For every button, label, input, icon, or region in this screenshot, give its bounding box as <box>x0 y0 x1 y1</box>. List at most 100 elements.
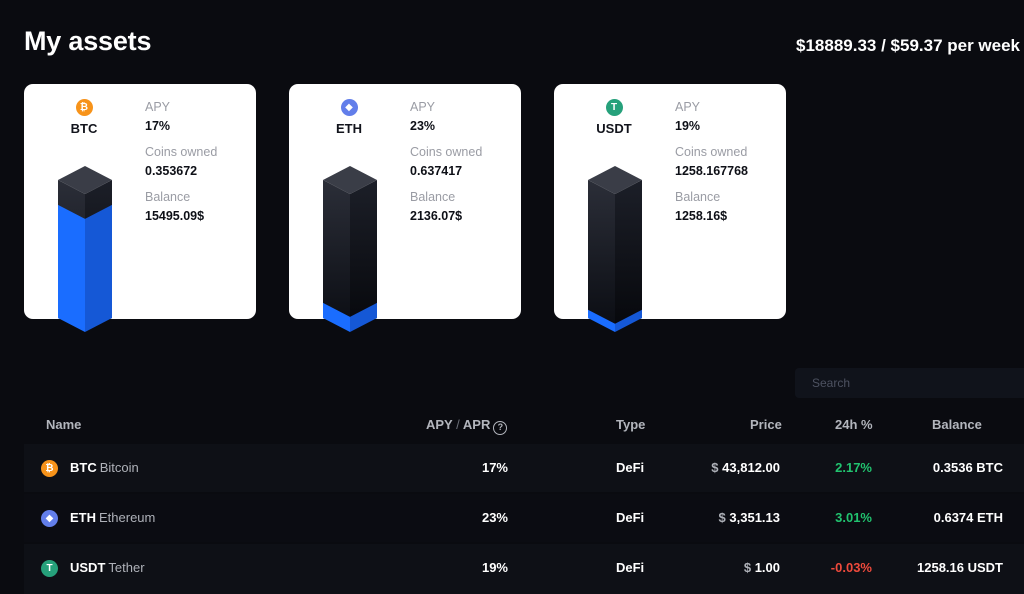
apy-label: APY <box>410 100 436 114</box>
pillar-left-face <box>588 180 615 332</box>
card-info: APY 23% Coins owned 0.637417 Balance 213… <box>410 100 482 235</box>
pillar-fill-left <box>58 204 85 332</box>
asset-symbol: BTC <box>70 460 97 475</box>
table-row[interactable]: ₿ BTC Bitcoin 17% DeFi $ 43,812.00 2.17% … <box>24 444 1024 492</box>
change-cell: 3.01% <box>835 510 872 525</box>
balance-label: Balance <box>410 190 456 204</box>
balance-label: Balance <box>675 190 721 204</box>
table-header: Name APY / APR? Type Price 24h % Balance <box>0 417 1024 435</box>
card-info: APY 19% Coins owned 1258.167768 Balance … <box>675 100 748 235</box>
pillar-right-face <box>615 180 642 332</box>
coin-symbol: USDT <box>596 121 632 136</box>
balance-cell: 0.6374 ETH <box>933 510 1003 525</box>
apy-header-label: APY <box>426 417 453 432</box>
asset-name: Ethereum <box>99 510 156 525</box>
pillar-fill-right <box>85 204 112 332</box>
apy-value: 19% <box>675 119 701 133</box>
apy-label: APY <box>675 100 701 114</box>
coins-owned-label: Coins owned <box>145 145 218 159</box>
pillar-fill-left <box>588 309 615 332</box>
pillar-left-face <box>323 180 350 332</box>
coins-owned-value: 1258.167768 <box>675 164 748 178</box>
asset-symbol: USDT <box>70 560 106 575</box>
balance-value: 1258.16$ <box>675 209 728 223</box>
tether-icon: T <box>605 99 623 116</box>
asset-symbol: ETH <box>70 510 96 525</box>
balance-value: 15495.09$ <box>145 209 205 223</box>
ethereum-icon: ◆ <box>41 510 58 527</box>
change-cell: 2.17% <box>835 460 872 475</box>
asset-card-usdt[interactable]: T USDT APY 19% Coins owned 1258.167768 B… <box>554 84 786 332</box>
total-summary: $18889.33 / $59.37 per week <box>796 36 1021 55</box>
asset-name-cell: ETH Ethereum <box>70 510 155 525</box>
coins-owned-label: Coins owned <box>410 145 483 159</box>
asset-name: Tether <box>108 560 145 575</box>
apy-apr-separator: / <box>456 417 460 432</box>
apr-header-label: APR <box>462 417 491 432</box>
pillar-top <box>58 166 112 194</box>
type-cell: DeFi <box>616 510 645 525</box>
coins-owned-label: Coins owned <box>675 145 748 159</box>
price-cell: $ 43,812.00 <box>684 460 780 475</box>
balance-cell: 1258.16 USDT <box>917 560 1003 575</box>
pillar-top <box>323 166 377 194</box>
apy-cell: 17% <box>481 460 508 475</box>
apy-cell: 19% <box>481 560 508 575</box>
table-row[interactable]: ◆ ETH Ethereum 23% DeFi $ 3,351.13 3.01% … <box>24 494 1024 542</box>
asset-name-cell: USDT Tether <box>70 560 145 575</box>
type-cell: DeFi <box>616 560 645 575</box>
column-header-name[interactable]: Name <box>46 417 82 432</box>
pillar-fill-left <box>323 302 350 332</box>
coin-header: T USDT <box>574 99 654 136</box>
apy-label: APY <box>145 100 171 114</box>
price-cell: $ 1.00 <box>684 560 780 575</box>
page-title: My assets <box>24 26 152 56</box>
price-value: 1.00 <box>754 560 780 575</box>
type-cell: DeFi <box>616 460 645 475</box>
currency-symbol: $ <box>743 560 752 575</box>
balance-value: 2136.07$ <box>410 209 463 223</box>
card-info: APY 17% Coins owned 0.353672 Balance 154… <box>145 100 217 235</box>
column-header-type[interactable]: Type <box>616 417 646 432</box>
apy-value: 17% <box>145 119 171 133</box>
table-row[interactable]: T USDT Tether 19% DeFi $ 1.00 -0.03% 1258… <box>24 544 1024 594</box>
apy-cell: 23% <box>481 510 508 525</box>
search-input[interactable] <box>795 368 1024 398</box>
balance-pillar <box>58 166 112 332</box>
bitcoin-icon: ₿ <box>75 99 93 116</box>
pillar-fill-right <box>615 309 642 332</box>
coins-owned-value: 0.637417 <box>410 164 463 178</box>
balance-label: Balance <box>145 190 191 204</box>
question-icon[interactable]: ? <box>493 421 508 435</box>
column-header-balance[interactable]: Balance <box>932 417 982 432</box>
currency-symbol: $ <box>711 460 719 475</box>
tether-icon: T <box>41 560 58 577</box>
bitcoin-icon: ₿ <box>41 460 58 477</box>
coin-symbol: ETH <box>336 121 362 136</box>
pillar-right-face <box>350 180 377 332</box>
balance-pillar <box>588 166 642 332</box>
column-header-24h-change[interactable]: 24h % <box>835 417 873 432</box>
asset-name-cell: BTC Bitcoin <box>70 460 139 475</box>
pillar-top <box>588 166 642 194</box>
coin-header: ◆ ETH <box>309 99 389 136</box>
coin-symbol: BTC <box>70 121 98 136</box>
asset-card-btc[interactable]: ₿ BTC APY 17% Coins owned 0.353672 Balan… <box>24 84 256 332</box>
ethereum-icon: ◆ <box>340 99 358 116</box>
search-box <box>795 368 1024 398</box>
apy-value: 23% <box>410 119 436 133</box>
change-cell: -0.03% <box>830 560 872 575</box>
coins-owned-value: 0.353672 <box>145 164 198 178</box>
price-value: 3,351.13 <box>729 510 780 525</box>
balance-pillar <box>323 166 377 332</box>
price-value: 43,812.00 <box>722 460 780 475</box>
price-cell: $ 3,351.13 <box>684 510 780 525</box>
currency-symbol: $ <box>718 510 726 525</box>
asset-name: Bitcoin <box>99 460 139 475</box>
pillar-fill-right <box>350 302 377 332</box>
column-header-price[interactable]: Price <box>750 417 782 432</box>
column-header-apy-apr[interactable]: APY / APR? <box>426 417 508 435</box>
asset-card-eth[interactable]: ◆ ETH APY 23% Coins owned 0.637417 Balan… <box>289 84 521 332</box>
balance-cell: 0.3536 BTC <box>932 460 1003 475</box>
coin-header: ₿ BTC <box>44 99 124 136</box>
